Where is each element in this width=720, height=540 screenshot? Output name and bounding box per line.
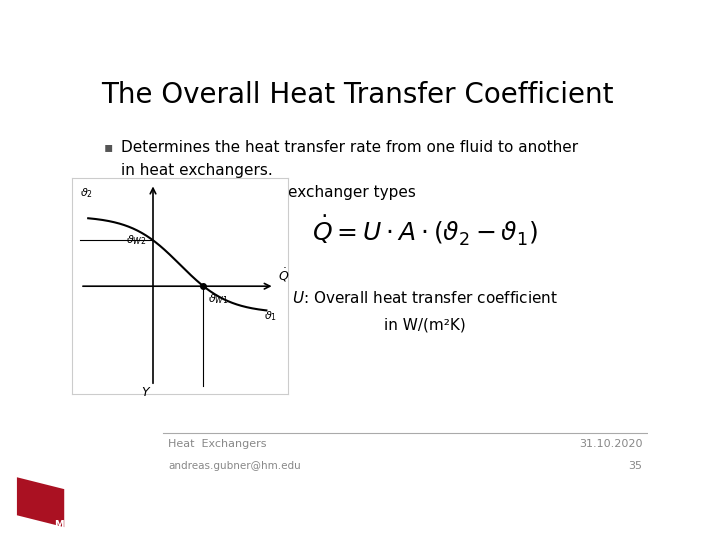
Text: 31.10.2020: 31.10.2020 (579, 439, 642, 449)
Text: in heat exchangers.: in heat exchangers. (121, 163, 272, 178)
Text: Y: Y (141, 386, 149, 399)
Text: $U$: Overall heat transfer coefficient: $U$: Overall heat transfer coefficient (292, 289, 558, 306)
Text: ▪: ▪ (104, 140, 113, 154)
Text: andreas.gubner@hm.edu: andreas.gubner@hm.edu (168, 461, 301, 471)
Text: $\vartheta_{W1}$: $\vartheta_{W1}$ (208, 293, 228, 307)
Text: $\vartheta_2$: $\vartheta_2$ (80, 186, 93, 200)
Text: M: M (54, 520, 64, 530)
Text: in W/(m²K): in W/(m²K) (384, 317, 466, 332)
Polygon shape (17, 477, 64, 527)
Text: 35: 35 (629, 461, 642, 471)
Text: Heat  Exchangers: Heat Exchangers (168, 439, 266, 449)
Text: $\dot{Q}$: $\dot{Q}$ (278, 266, 289, 284)
Text: $\dot{Q} = U \cdot A \cdot (\vartheta_2 - \vartheta_1)$: $\dot{Q} = U \cdot A \cdot (\vartheta_2 … (312, 214, 538, 248)
Text: The Overall Heat Transfer Coefficient: The Overall Heat Transfer Coefficient (101, 82, 613, 110)
Text: $\vartheta_{W2}$: $\vartheta_{W2}$ (126, 233, 147, 247)
Text: Determines the heat transfer rate from one fluid to another: Determines the heat transfer rate from o… (121, 140, 578, 154)
Text: ▪: ▪ (104, 185, 113, 199)
Text: $\vartheta_1$: $\vartheta_1$ (264, 309, 276, 323)
Text: Applicable to all heat exchanger types: Applicable to all heat exchanger types (121, 185, 415, 200)
